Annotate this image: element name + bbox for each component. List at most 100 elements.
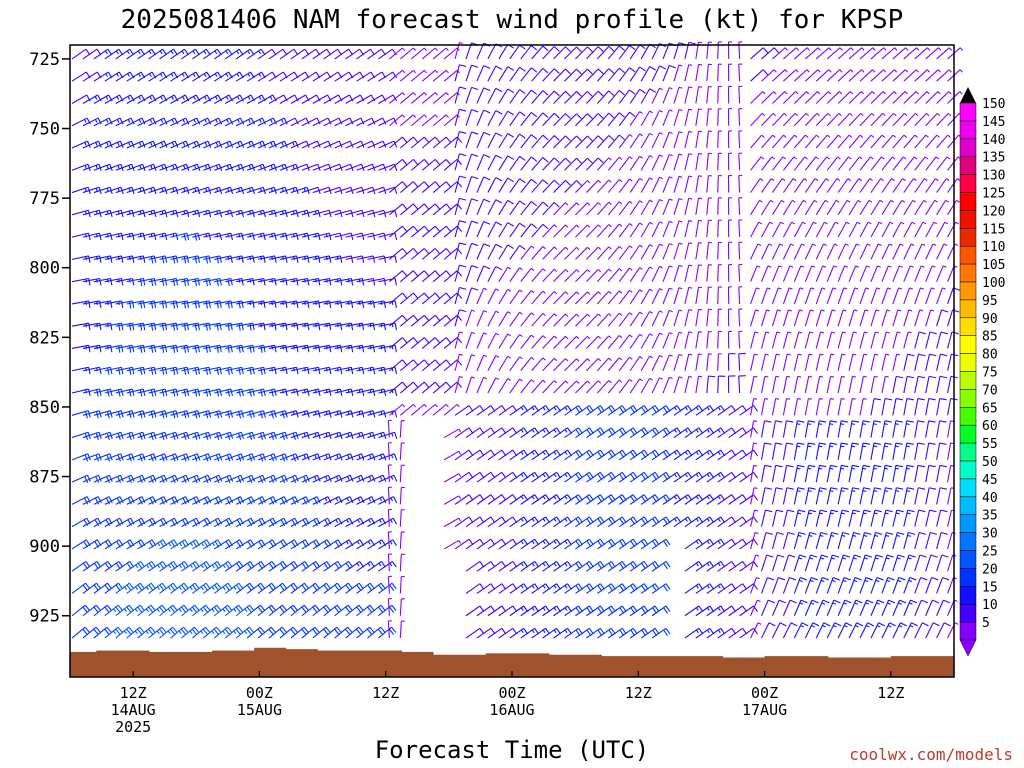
wind-barb [148, 140, 168, 149]
wind-barb [71, 255, 91, 263]
colorbar-label: 85 [982, 330, 998, 345]
wind-barb [914, 112, 930, 127]
wind-barb [509, 245, 526, 260]
wind-barb [782, 622, 798, 639]
wind-barb [804, 375, 813, 394]
wind-barb [914, 398, 925, 416]
wind-barb [387, 508, 392, 527]
terrain-segment [485, 653, 550, 677]
wind-barb [903, 509, 915, 527]
wind-barb [542, 157, 560, 171]
wind-barb [892, 487, 904, 505]
terrain-segment [433, 654, 487, 677]
wind-barb [520, 605, 540, 617]
wind-barb [618, 200, 633, 216]
wind-barb [93, 117, 113, 127]
wind-barb [750, 353, 758, 371]
wind-barb [914, 599, 929, 616]
wind-barb [367, 140, 387, 149]
wind-barb [936, 375, 947, 394]
wind-barb [443, 337, 463, 349]
wind-barb [387, 553, 392, 572]
wind-barb [246, 496, 266, 505]
wind-barb [564, 336, 580, 349]
wind-barb [247, 344, 266, 353]
wind-barb [531, 157, 549, 171]
wind-barb [520, 201, 538, 216]
wind-barb [848, 134, 864, 149]
wind-barb [695, 605, 715, 617]
wind-barb [71, 604, 91, 617]
wind-barb [225, 388, 244, 397]
wind-barb [815, 287, 826, 305]
wind-barb [553, 494, 572, 505]
wind-barb [389, 292, 408, 305]
wind-barb [804, 287, 815, 305]
wind-barb [629, 88, 646, 104]
x-tick-label: 12Z [120, 684, 147, 702]
wind-barb [881, 91, 897, 104]
wind-barb [224, 117, 245, 127]
wind-barb [837, 464, 849, 483]
wind-barb [389, 270, 408, 283]
wind-barb [575, 202, 591, 216]
wind-barb [706, 471, 726, 483]
wind-barb [761, 622, 776, 639]
wind-barb [936, 353, 948, 371]
wind-barb [738, 308, 743, 327]
wind-barb [181, 344, 200, 353]
wind-barb [71, 539, 91, 550]
wind-barb [738, 85, 743, 104]
wind-barb [750, 420, 758, 438]
wind-barb [859, 531, 872, 550]
wind-barb [673, 376, 683, 394]
wind-barb [837, 221, 850, 238]
wind-barb [509, 427, 529, 439]
wind-barb [564, 46, 582, 60]
wind-barb [170, 300, 190, 309]
wind-barb [268, 474, 288, 484]
wind-barb [421, 359, 441, 372]
wind-barb [815, 309, 825, 327]
wind-barb [301, 117, 321, 127]
terrain-segment [70, 651, 97, 677]
wind-barb [738, 263, 743, 282]
wind-barb [148, 626, 167, 639]
wind-barb [826, 531, 839, 550]
wind-barb [345, 539, 365, 550]
wind-barb [399, 136, 419, 149]
wind-barb [727, 375, 736, 394]
wind-barb [881, 442, 892, 460]
wind-barb [531, 90, 549, 104]
wind-barb [257, 604, 277, 617]
wind-barb [465, 242, 479, 260]
colorbar-label: 70 [982, 383, 998, 398]
wind-barb [684, 175, 693, 193]
wind-barb [378, 539, 398, 550]
wind-barb [870, 464, 882, 483]
wind-barb [640, 199, 653, 216]
wind-barb [782, 353, 791, 371]
wind-barb [487, 538, 507, 550]
wind-barb [345, 474, 365, 483]
wind-barb [804, 464, 816, 483]
wind-barb [104, 388, 124, 397]
wind-barb [498, 449, 518, 461]
wind-barb [71, 474, 91, 484]
wind-barb [159, 277, 179, 287]
wind-barb [575, 135, 593, 149]
wind-barb [936, 265, 947, 282]
wind-barb [356, 232, 376, 241]
wind-barb [848, 243, 860, 260]
wind-barb [717, 375, 726, 394]
wind-barb [750, 221, 763, 238]
wind-barb [356, 539, 376, 550]
wind-barb [432, 225, 452, 238]
wind-barb [301, 140, 321, 149]
wind-barb [750, 287, 760, 305]
wind-barb [761, 199, 774, 216]
x-tick-label: 2025 [115, 718, 151, 736]
wind-barb [203, 48, 222, 60]
wind-barb [465, 561, 485, 572]
